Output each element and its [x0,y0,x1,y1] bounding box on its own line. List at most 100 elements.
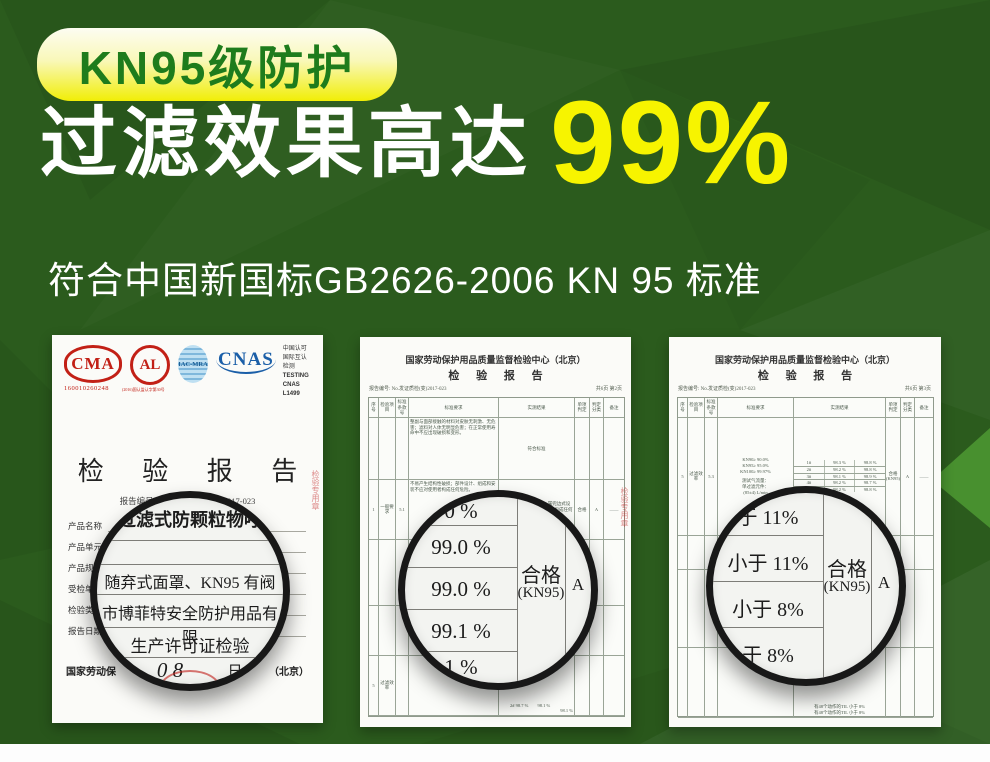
inspection-item: 过滤效率 [379,655,396,716]
req-line: KN95≥ 95.0% [742,462,769,468]
clause-number: 5.3 [705,417,718,536]
grade-cell: A [901,417,915,536]
magnified-grade: A [877,573,891,592]
magnified-value: 1 % [444,655,478,679]
magnified-verdict-class: (KN95) [823,579,871,595]
verdict-class: (KN95) [886,476,900,482]
magnified-verdict: 合格 [521,565,561,587]
req-line: KN90≥ 90.0% [742,456,769,462]
sample-value: 98.8 % [863,466,877,472]
magnified-verdict-class: (KN95) [517,585,565,601]
field-label: 报告日期 [68,626,103,636]
accred-line: TESTING [282,373,309,379]
accred-line: 中国认可 [282,346,307,352]
field-label: 检验类别 [68,605,103,615]
magnifier-circle-3: 于 11% 小于 11% 小于 8% 于 8% 合格 (KN95) A [706,486,906,686]
issuer-left: 国家劳动保 [66,667,116,678]
table-header-cell: 实测结果 [499,398,575,418]
magnified-grade: A [571,575,585,594]
certificate-card-2: 国家劳动保护用品质量监督检验中心（北京） 检 验 报 告 报告编号: No.发证… [360,337,631,727]
table-header-cell: 检验项目 [688,398,705,418]
magnified-verdict: 合格 [827,559,867,581]
report-meta-row: 报告编号: No.发证质检(变)2017-023 共6页 第3页 [678,385,931,392]
table-header-cell: 标准条款号 [396,398,409,418]
sample-value: 98.2 % [825,466,856,473]
table-header-cell: 备注 [604,398,624,418]
row-number: 5 [369,655,379,716]
req-line: 单过滤元件： [742,484,769,490]
field-label: 产品名称 [68,521,103,531]
magnifier-circle-2: 0 % 99.0 % 99.0 % 99.1 % 1 % 合格 (KN95) A [398,490,598,690]
verdict-cell: 合格 (KN95) [886,417,901,536]
accred-line: 检测 [282,364,295,370]
grade-cell: A [590,479,604,540]
red-seal-fragment: 检验专用章 [311,470,320,510]
page-number: 共6页 第2页 [595,387,622,392]
til-bottom-line: 有48个动作的TIL 小于 8% [813,704,866,710]
table-header-cell: 序号 [678,398,688,418]
sample-value: 98.2 % [825,480,856,486]
table-header-row: 序号 检验项目 标准条款号 标准要求 实测结果 单项判定 判定分类 备注 [678,398,933,418]
sample-id: 2# [794,466,825,473]
magnified-value: 于 8% [742,645,794,667]
magnified-inspection-type: 生产许可证检验 [130,637,250,656]
cma-logo: CMA [64,345,122,383]
sample-value: 98.1 % [825,473,856,480]
table-header-row: 序号 检验项目 标准条款号 标准要求 实测结果 单项判定 判定分类 备注 [369,398,624,418]
sample-id: 3# [794,473,825,480]
magnified-product-type: 随弃式面罩、KN95 有阀 [104,575,276,592]
report-title: 检 验 报 告 [77,457,314,486]
bottom-sample: 2# 98.7 % [510,703,529,708]
table-header-cell: 备注 [915,398,933,418]
row-number: 5 [678,417,688,536]
magnified-value: 99.0 % [431,535,491,559]
magnified-value: 于 11% [737,507,799,529]
sample-value: 98.8 % [863,460,877,466]
sample-row: 4# 98.2 % 98.7 % [794,480,885,487]
magnified-value: 99.1 % [431,619,491,643]
req-line: 测试气流量： [742,478,769,484]
magnified-product-name: 过滤式防颗粒物呼 [118,510,262,530]
field-label: 产品单元 [68,542,103,552]
cnas-logo: CNAS [216,345,276,374]
table-header-cell: 标准条款号 [705,398,718,418]
req-line: KN100≥ 99.97% [740,468,771,474]
field-label: 产品规格 [68,563,103,573]
inspection-center-name: 国家劳动保护用品质量监督检验中心（北京） [714,355,895,365]
bottom-value: 98.1 % [560,708,573,714]
handwritten-day-char: 日 [227,664,243,680]
magnified-value: 99.0 % [431,577,491,601]
report-title: 检 验 报 告 [757,370,860,382]
inspection-center-name: 国家劳动保护用品质量监督检验中心（北京） [405,355,586,365]
note-cell: —— [915,418,933,536]
sample-row: 3# 98.1 % 98.9 % [794,473,885,481]
table-header-cell: 标准要求 [718,398,794,418]
accreditation-text: 中国认可 国际互认 检测 TESTING CNAS L1499 [283,345,311,399]
table-header-cell: 实测结果 [794,398,886,418]
report-title: 检 验 报 告 [448,370,550,382]
accred-line: 国际互认 [282,355,307,361]
report-meta-row: 报告编号: No.发证质检(变)2017-023 共6页 第2页 [369,385,622,392]
table-header-cell: 判定分类 [590,398,604,418]
issuer-footer: 国家劳动保 （北京） [66,663,309,678]
al-caption: (2016)国认监认字第30号 [122,387,165,392]
red-seal-fragment: 检验专用章 [620,487,629,527]
magnified-company-name: 市博菲特安全防护用品有限 [101,606,278,647]
table-header-cell: 标准要求 [409,398,499,418]
magnified-value: 0 % [444,499,478,523]
magnified-value: 小于 11% [727,553,809,575]
bottom-white-band [0,744,990,762]
result-text: 符合标准 [499,417,575,480]
bottom-row-fragment: 2# 98.7 % 98.1 % [510,703,550,709]
issuer-right: （北京） [269,667,309,678]
table-header-cell: 单项判定 [575,398,590,418]
magnified-value: 小于 8% [732,599,804,621]
standard-subtitle: 符合中国新国标GB2626-2006 KN 95 标准 [48,260,762,301]
magnifier-circle-1: 过滤式防颗粒物呼 随弃式面罩、KN95 有阀 市博菲特安全防护用品有限 生产许可… [90,491,290,691]
sample-value: 98.8 % [863,486,877,492]
headline-row: 过滤效果高达 99% [40,84,792,202]
sample-value: 98.2 % [825,486,856,493]
til-bottom-line: 有48个动作的TIL 小于 8% [813,710,866,716]
certificate-card-1: CMA 160010260248 AL (2016)国认监认字第30号 IAC-… [52,335,323,723]
